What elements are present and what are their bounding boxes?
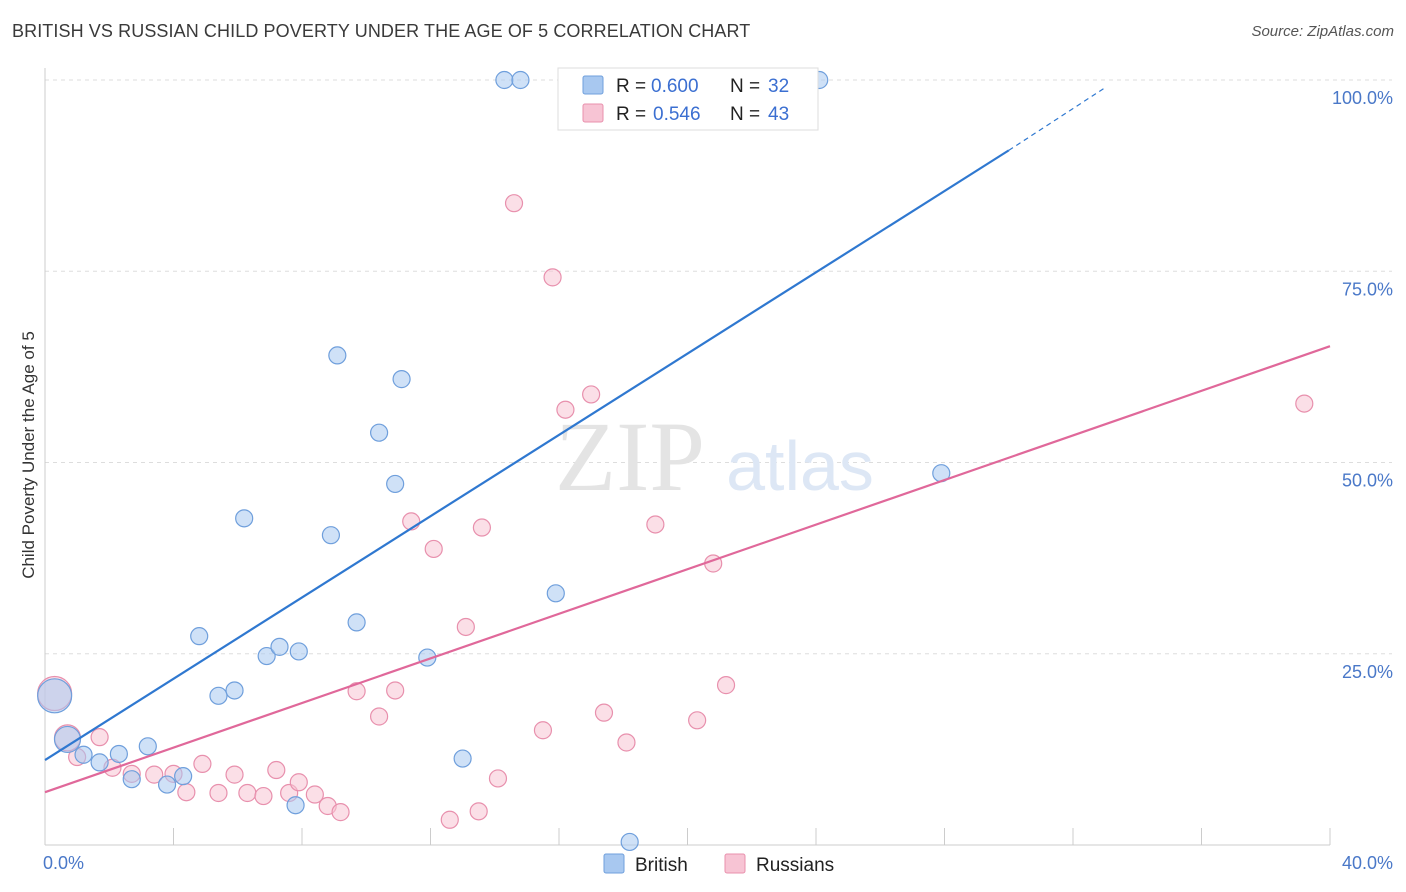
british-point: [546, 584, 565, 603]
chart-source: Source: ZipAtlas.com: [1251, 23, 1394, 40]
british-point: [257, 646, 276, 666]
russian-point: [472, 518, 491, 537]
russian-point: [688, 711, 707, 730]
british-point: [386, 474, 405, 494]
legend-russians-n-label: N =: [730, 104, 760, 125]
russian-point: [225, 765, 244, 784]
british-point: [286, 796, 305, 815]
bottom-legend: British Russians: [603, 853, 834, 876]
russian-point: [177, 783, 196, 802]
legend-russians-r-label: R =: [616, 104, 646, 125]
y-axis-label: Child Poverty Under the Age of 5: [19, 331, 38, 579]
russian-point: [469, 802, 488, 821]
british-point: [347, 613, 366, 632]
british-point: [190, 627, 209, 646]
russian-point: [254, 786, 273, 806]
x-tick-label-min: 0.0%: [43, 853, 84, 873]
bottom-legend-russians-swatch: [724, 853, 746, 874]
british-trendline-extension: [1008, 87, 1106, 151]
russian-point: [582, 385, 601, 404]
axis-layer: 100.0% 75.0% 50.0% 25.0% 0.0% 40.0%: [43, 68, 1393, 873]
british-point: [453, 749, 472, 768]
russian-point: [289, 773, 308, 792]
russian-point: [90, 728, 109, 747]
watermark-zip: ZIP: [555, 401, 705, 512]
british-point: [370, 423, 389, 442]
russian-point: [543, 268, 562, 287]
legend-british-r-label: R =: [616, 76, 646, 97]
russian-point: [347, 682, 366, 701]
russian-point: [331, 803, 350, 822]
russian-point: [533, 721, 553, 740]
legend-british-swatch: [582, 75, 604, 95]
russian-point: [456, 617, 475, 637]
watermark-atlas: atlas: [726, 427, 874, 505]
y-tick-label: 75.0%: [1342, 279, 1393, 299]
british-point: [511, 70, 530, 90]
trend-layer: [44, 87, 1331, 794]
russian-point: [193, 754, 212, 774]
legend-russians-r-value: 0.546: [653, 104, 701, 125]
british-point: [620, 832, 639, 852]
british-point: [235, 509, 254, 528]
british-point: [174, 767, 193, 786]
y-tick-label: 25.0%: [1342, 662, 1393, 682]
russian-point: [617, 733, 636, 752]
bottom-legend-british-label: British: [635, 855, 688, 876]
russians-trendline: [44, 345, 1331, 794]
british-trendline: [44, 149, 1010, 762]
legend-british-r-value: 0.600: [651, 76, 699, 97]
british-point: [209, 686, 228, 705]
british-point: [321, 526, 341, 545]
russian-point: [209, 783, 228, 803]
watermark: ZIP atlas: [555, 401, 874, 512]
top-legend: R = 0.600 N = 32 R = 0.546 N = 43: [557, 67, 819, 131]
british-point: [392, 370, 411, 389]
british-point: [225, 681, 244, 700]
russian-point: [386, 681, 405, 700]
russian-point: [504, 194, 524, 213]
chart-title: BRITISH VS RUSSIAN CHILD POVERTY UNDER T…: [12, 21, 751, 41]
british-point: [74, 745, 93, 764]
british-points: [37, 70, 951, 852]
british-point: [138, 737, 157, 756]
legend-russians-n-value: 43: [768, 104, 789, 125]
russian-point: [305, 785, 324, 804]
british-point: [495, 70, 514, 90]
bottom-legend-british-swatch: [603, 853, 625, 874]
russian-point: [424, 539, 443, 559]
russian-point: [556, 400, 575, 419]
british-point: [53, 725, 82, 754]
russian-point: [238, 783, 257, 803]
russian-point: [716, 676, 736, 695]
russian-point: [267, 760, 286, 780]
russian-point: [488, 769, 508, 788]
russian-point: [594, 703, 614, 722]
legend-british-n-value: 32: [768, 76, 789, 97]
british-point: [289, 642, 308, 661]
y-tick-label: 50.0%: [1342, 471, 1393, 491]
russian-point: [1295, 394, 1314, 413]
x-tick-label-max: 40.0%: [1342, 853, 1393, 873]
british-point: [157, 775, 177, 794]
russian-point: [440, 810, 459, 829]
russian-point: [145, 765, 164, 784]
british-point: [122, 770, 141, 789]
british-point: [109, 744, 128, 764]
bottom-legend-russians-label: Russians: [756, 855, 834, 876]
russian-point: [646, 515, 665, 534]
legend-british-n-label: N =: [730, 76, 760, 97]
legend-russians-swatch: [582, 103, 604, 123]
british-point: [90, 753, 109, 772]
russian-point: [370, 707, 389, 726]
y-tick-label: 100.0%: [1332, 88, 1393, 108]
british-point: [270, 637, 289, 656]
british-point: [328, 346, 347, 365]
british-point: [37, 678, 73, 714]
